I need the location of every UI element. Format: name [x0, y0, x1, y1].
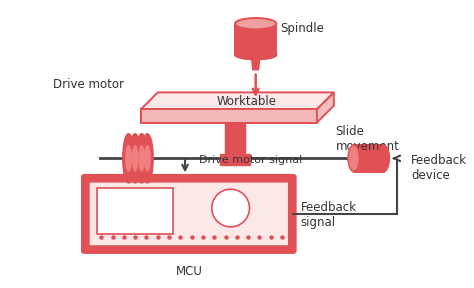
Ellipse shape — [235, 18, 276, 29]
Ellipse shape — [132, 145, 138, 172]
Polygon shape — [317, 92, 334, 123]
Text: Drive motor signal: Drive motor signal — [199, 155, 302, 165]
Text: Feedback
device: Feedback device — [411, 154, 467, 182]
Text: Slide
movement: Slide movement — [336, 125, 400, 154]
Text: MCU: MCU — [176, 265, 203, 278]
Ellipse shape — [142, 134, 153, 183]
Text: Spindle: Spindle — [280, 22, 324, 35]
FancyBboxPatch shape — [89, 182, 289, 246]
Ellipse shape — [144, 145, 151, 172]
Ellipse shape — [129, 134, 141, 183]
Ellipse shape — [136, 134, 147, 183]
Ellipse shape — [123, 134, 134, 183]
Polygon shape — [141, 92, 334, 109]
Bar — [235, 24, 276, 55]
Ellipse shape — [235, 50, 276, 59]
Bar — [225, 123, 246, 154]
Polygon shape — [141, 109, 317, 123]
Bar — [220, 154, 250, 165]
Polygon shape — [251, 53, 260, 70]
Ellipse shape — [138, 145, 145, 172]
Ellipse shape — [378, 145, 390, 172]
FancyBboxPatch shape — [82, 175, 295, 253]
Text: Worktable: Worktable — [216, 95, 276, 108]
Ellipse shape — [125, 145, 132, 172]
Text: Feedback
signal: Feedback signal — [301, 201, 357, 229]
Ellipse shape — [212, 189, 249, 227]
Bar — [98, 188, 173, 234]
Ellipse shape — [348, 145, 359, 172]
Bar — [354, 145, 384, 172]
Text: Drive motor: Drive motor — [53, 78, 124, 91]
